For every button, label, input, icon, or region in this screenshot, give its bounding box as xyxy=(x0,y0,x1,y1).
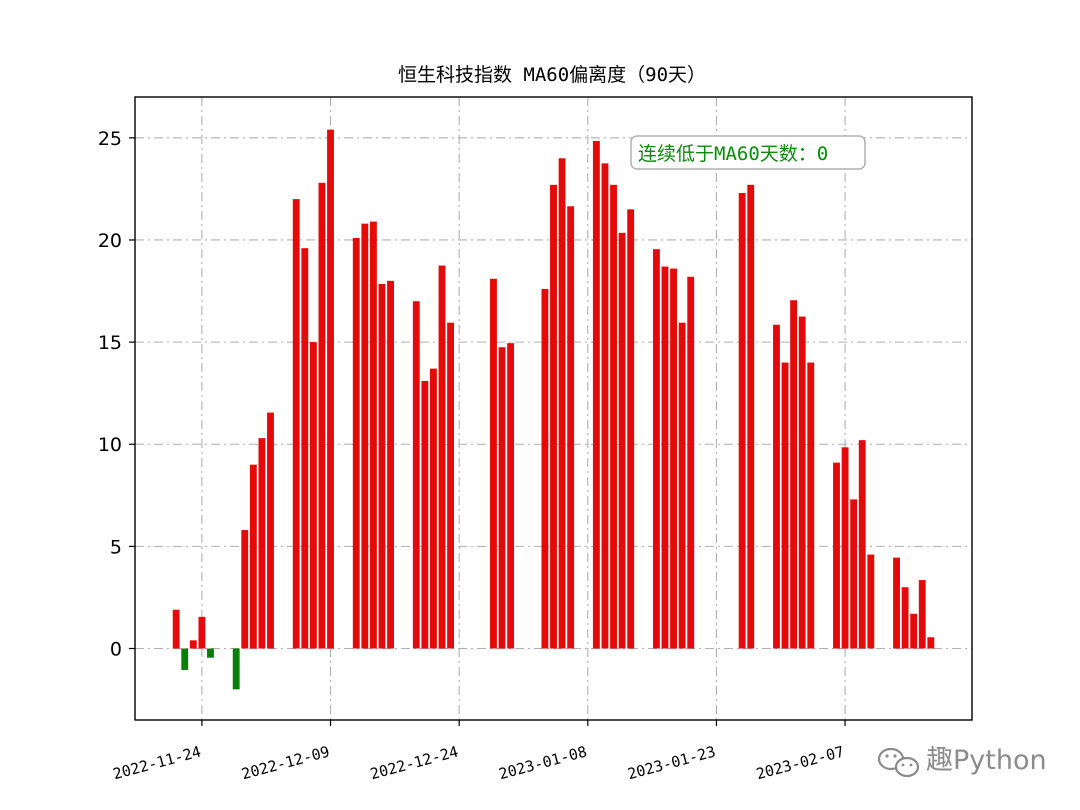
bar-2022-12-21 xyxy=(430,368,437,649)
bar-2023-01-19 xyxy=(678,322,686,649)
bar-2023-01-12 xyxy=(618,232,626,649)
bar-2023-02-13 xyxy=(893,557,900,649)
bar-2023-02-01 xyxy=(790,300,798,649)
y-tick-label: 25 xyxy=(98,128,122,150)
bar-2023-02-16 xyxy=(918,580,926,649)
bar-2022-12-08 xyxy=(318,182,326,649)
bar-2023-02-14 xyxy=(901,587,909,649)
watermark: 趣Python xyxy=(877,745,1047,778)
bar-2023-01-31 xyxy=(781,362,789,649)
watermark-text: 趣Python xyxy=(926,745,1047,776)
annotation-frame xyxy=(630,135,866,170)
y-axis: 0 5 10 15 20 25 xyxy=(98,128,135,661)
y-tick-label: 0 xyxy=(110,639,122,661)
bar-2023-02-02 xyxy=(798,316,806,649)
bar-2022-12-13 xyxy=(361,223,369,649)
bar-2022-12-12 xyxy=(352,237,360,649)
bar-2023-02-15 xyxy=(910,613,918,649)
bar-2022-12-22 xyxy=(438,265,446,649)
annotation-value: 0 xyxy=(817,143,828,165)
y-tick-label: 10 xyxy=(98,434,122,456)
bar-2022-11-21 xyxy=(172,609,180,649)
bar-2022-11-22 xyxy=(181,648,189,670)
bar-2023-02-09 xyxy=(858,440,866,649)
bar-2022-12-19 xyxy=(412,301,420,649)
bar-2023-01-11 xyxy=(610,184,617,649)
bar-2023-01-13 xyxy=(627,209,635,649)
bar-2023-02-17 xyxy=(927,637,935,649)
bar-2022-12-30 xyxy=(507,343,515,649)
bar-2023-01-18 xyxy=(670,268,677,649)
bar-2022-12-29 xyxy=(498,347,506,649)
annotation-text: 连续低于MA60天数：0 xyxy=(638,143,828,165)
bar-2022-11-29 xyxy=(241,530,249,649)
bar-2022-12-28 xyxy=(490,278,497,649)
bar-2023-02-10 xyxy=(867,554,875,649)
bar-2022-12-23 xyxy=(447,322,455,649)
bar-2022-11-23 xyxy=(189,640,197,649)
annotation-label: 连续低于MA60天数： xyxy=(638,143,817,165)
bar-2023-02-06 xyxy=(833,462,840,649)
y-tick-label: 15 xyxy=(98,332,122,354)
bar-2023-01-09 xyxy=(592,140,600,649)
bar-2022-12-20 xyxy=(421,380,429,649)
bar-2022-11-30 xyxy=(249,464,257,649)
bar-2022-12-09 xyxy=(327,129,334,649)
y-tick-label: 5 xyxy=(110,536,122,558)
bar-2023-01-06 xyxy=(567,206,575,649)
annotation-box: 连续低于MA60天数：0 xyxy=(630,135,866,170)
bar-2023-01-26 xyxy=(738,193,746,649)
bar-2023-01-03 xyxy=(541,289,549,649)
bar-2023-02-07 xyxy=(841,447,849,649)
bar-2022-11-25 xyxy=(207,648,214,658)
bar-2023-01-05 xyxy=(558,158,566,649)
wechat-icon xyxy=(877,747,920,778)
bar-2023-01-16 xyxy=(652,249,660,649)
bar-2022-12-05 xyxy=(292,199,300,649)
bar-2022-12-07 xyxy=(309,342,317,649)
bar-2023-01-10 xyxy=(601,163,609,649)
bar-2023-02-08 xyxy=(850,499,858,649)
bars-group xyxy=(172,129,935,690)
bar-2022-12-15 xyxy=(378,283,386,649)
bar-2022-11-24 xyxy=(198,616,206,649)
y-tick-label: 20 xyxy=(98,230,122,252)
bar-2022-12-02 xyxy=(267,412,274,649)
bar-2023-02-03 xyxy=(807,362,815,649)
bar-2022-12-06 xyxy=(301,248,309,649)
bar-2023-01-04 xyxy=(550,184,557,649)
bar-2023-01-30 xyxy=(773,324,780,649)
bar-2023-01-17 xyxy=(661,266,669,649)
bar-2023-01-20 xyxy=(687,276,695,649)
bar-2023-01-27 xyxy=(747,184,755,649)
bar-2022-12-14 xyxy=(369,221,377,649)
plot-frame xyxy=(134,96,973,721)
bar-2022-12-16 xyxy=(387,280,394,649)
chart-title: 恒生科技指数 MA60偏离度（90天） xyxy=(398,64,706,86)
bar-2022-12-01 xyxy=(258,438,266,649)
bar-2022-11-28 xyxy=(232,648,240,690)
